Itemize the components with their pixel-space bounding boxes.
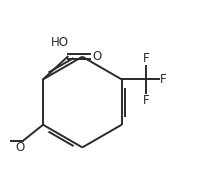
Text: O: O: [15, 141, 24, 154]
Text: F: F: [143, 94, 150, 107]
Text: O: O: [92, 50, 101, 63]
Text: HO: HO: [51, 36, 69, 49]
Text: F: F: [160, 73, 167, 86]
Text: F: F: [143, 52, 150, 65]
